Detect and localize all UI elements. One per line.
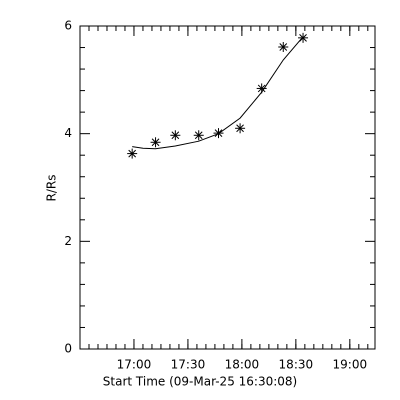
x-tick-label: 17:30 xyxy=(171,358,206,372)
asterisk-stroke xyxy=(257,84,266,93)
data-point xyxy=(235,123,246,134)
y-axis-label: R/Rs xyxy=(45,175,59,202)
y-tick-label: 0 xyxy=(64,342,72,356)
asterisk-stroke xyxy=(171,131,180,140)
asterisk-stroke xyxy=(128,149,137,158)
x-tick-label: 17:00 xyxy=(117,358,152,372)
x-tick-label: 18:00 xyxy=(225,358,260,372)
data-point xyxy=(170,130,181,141)
y-tick-label: 6 xyxy=(64,19,72,33)
x-tick-label: 18:30 xyxy=(279,358,314,372)
asterisk-stroke xyxy=(194,131,203,140)
data-point xyxy=(150,137,161,148)
data-point xyxy=(127,148,138,159)
asterisk-stroke xyxy=(279,43,288,51)
data-point xyxy=(278,41,289,52)
y-tick-label: 4 xyxy=(64,126,72,140)
x-tick-label: 19:00 xyxy=(333,358,368,372)
plot-frame xyxy=(79,25,376,350)
data-point xyxy=(193,130,204,141)
asterisk-stroke xyxy=(236,124,244,133)
x-axis-label: Start Time (09-Mar-25 16:30:08) xyxy=(103,375,297,389)
y-tick-label: 2 xyxy=(64,234,72,248)
fit-curve xyxy=(132,36,304,150)
asterisk-stroke xyxy=(151,138,160,147)
